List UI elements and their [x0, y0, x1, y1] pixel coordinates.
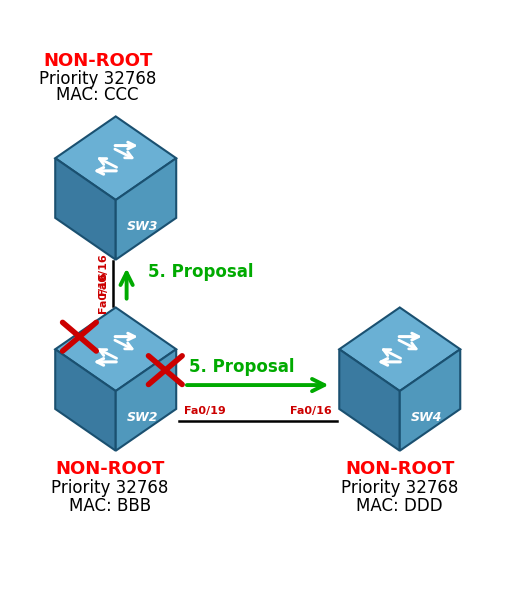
Text: Fa0/16: Fa0/16 — [290, 406, 331, 416]
Polygon shape — [400, 349, 460, 451]
Text: Fa0/16: Fa0/16 — [98, 272, 108, 313]
Text: SW3: SW3 — [127, 220, 159, 233]
Polygon shape — [55, 349, 116, 451]
Text: NON-ROOT: NON-ROOT — [55, 460, 164, 478]
Text: Priority 32768: Priority 32768 — [51, 479, 168, 497]
Text: 5. Proposal: 5. Proposal — [189, 358, 295, 376]
Text: 5. Proposal: 5. Proposal — [148, 263, 253, 281]
Text: Fa0/16: Fa0/16 — [98, 254, 108, 296]
Polygon shape — [55, 307, 176, 391]
Text: Priority 32768: Priority 32768 — [39, 70, 156, 88]
Text: NON-ROOT: NON-ROOT — [43, 53, 152, 70]
Text: NON-ROOT: NON-ROOT — [345, 460, 454, 478]
Polygon shape — [55, 116, 176, 200]
Polygon shape — [55, 158, 116, 260]
Polygon shape — [116, 158, 176, 260]
Polygon shape — [339, 349, 400, 451]
Text: SW4: SW4 — [411, 411, 443, 424]
Text: MAC: CCC: MAC: CCC — [56, 87, 139, 104]
Text: Fa0/19: Fa0/19 — [184, 406, 226, 416]
Text: SW2: SW2 — [127, 411, 159, 424]
Text: MAC: BBB: MAC: BBB — [68, 497, 151, 515]
Polygon shape — [116, 349, 176, 451]
Text: MAC: DDD: MAC: DDD — [357, 497, 443, 515]
Text: Priority 32768: Priority 32768 — [341, 479, 459, 497]
Polygon shape — [339, 307, 460, 391]
